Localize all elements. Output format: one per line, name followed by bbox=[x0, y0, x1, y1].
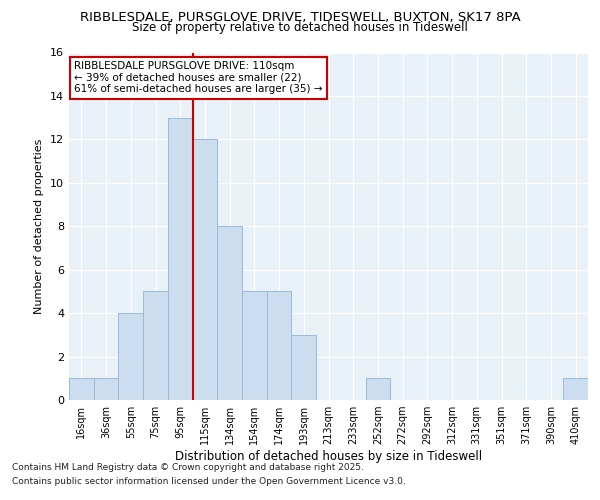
Text: Size of property relative to detached houses in Tideswell: Size of property relative to detached ho… bbox=[132, 22, 468, 35]
Bar bbox=[267, 292, 292, 400]
X-axis label: Distribution of detached houses by size in Tideswell: Distribution of detached houses by size … bbox=[175, 450, 482, 463]
Bar bbox=[193, 140, 217, 400]
Text: Contains HM Land Registry data © Crown copyright and database right 2025.: Contains HM Land Registry data © Crown c… bbox=[12, 464, 364, 472]
Bar bbox=[168, 118, 193, 400]
Bar bbox=[217, 226, 242, 400]
Text: RIBBLESDALE, PURSGLOVE DRIVE, TIDESWELL, BUXTON, SK17 8PA: RIBBLESDALE, PURSGLOVE DRIVE, TIDESWELL,… bbox=[80, 11, 520, 24]
Y-axis label: Number of detached properties: Number of detached properties bbox=[34, 138, 44, 314]
Bar bbox=[69, 378, 94, 400]
Text: RIBBLESDALE PURSGLOVE DRIVE: 110sqm
← 39% of detached houses are smaller (22)
61: RIBBLESDALE PURSGLOVE DRIVE: 110sqm ← 39… bbox=[74, 61, 323, 94]
Bar bbox=[143, 292, 168, 400]
Bar bbox=[563, 378, 588, 400]
Bar bbox=[365, 378, 390, 400]
Bar bbox=[94, 378, 118, 400]
Bar bbox=[118, 313, 143, 400]
Bar bbox=[292, 335, 316, 400]
Text: Contains public sector information licensed under the Open Government Licence v3: Contains public sector information licen… bbox=[12, 477, 406, 486]
Bar bbox=[242, 292, 267, 400]
